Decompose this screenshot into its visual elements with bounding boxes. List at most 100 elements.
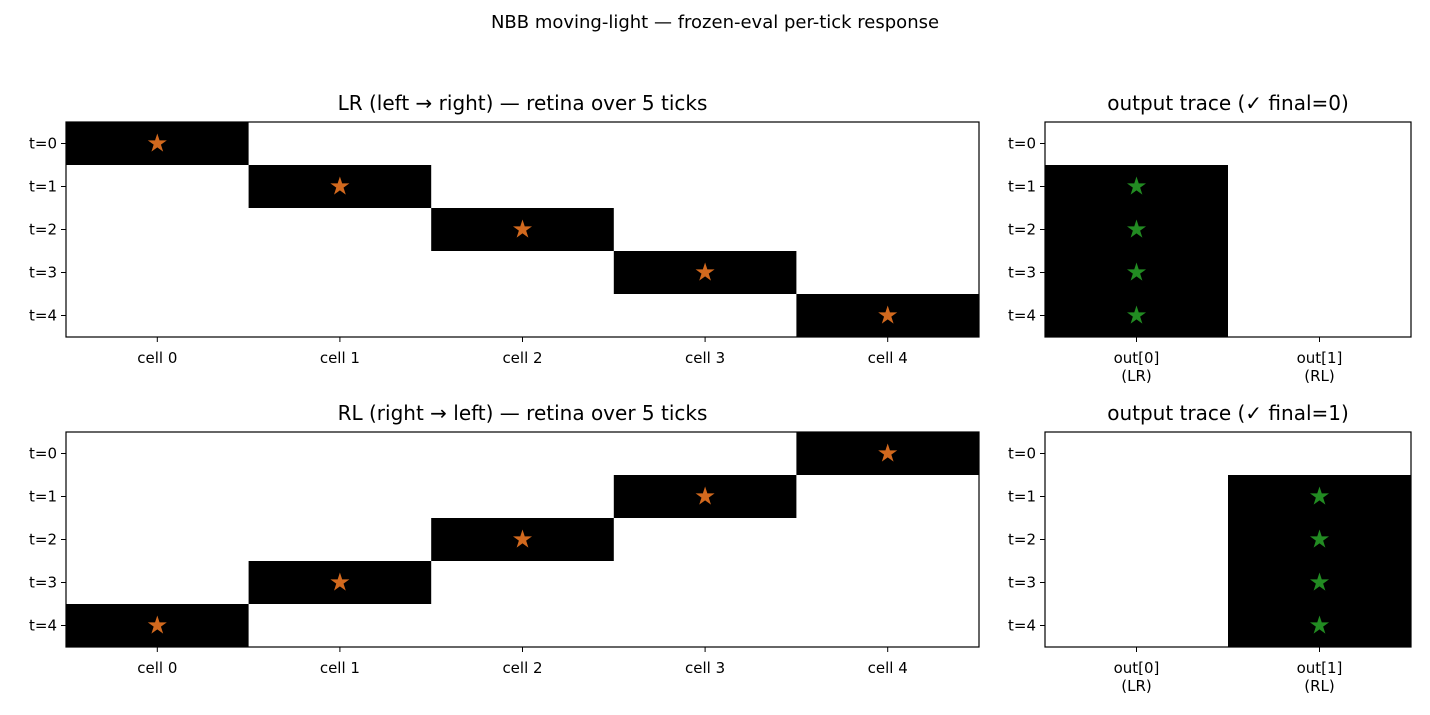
heatmap-cell-off xyxy=(1045,604,1229,648)
y-tick-label: t=2 xyxy=(29,531,57,549)
panel-2: RL (right → left) — retina over 5 ticks t… xyxy=(29,401,980,677)
heatmap-cell-off xyxy=(66,432,250,476)
heatmap-cell-off xyxy=(1045,518,1229,562)
heatmap-cell-off xyxy=(613,294,797,338)
x-tick-label: cell 0 xyxy=(137,659,177,677)
y-tick-label: t=1 xyxy=(29,178,57,196)
x-tick-label: out[0] (LR) xyxy=(1114,659,1160,695)
heatmap-cell-off xyxy=(431,165,615,209)
star-marker xyxy=(878,443,898,462)
y-tick-label: t=2 xyxy=(1008,531,1036,549)
heatmap-cell-off xyxy=(613,561,797,605)
heatmap-cell-off xyxy=(613,518,797,562)
panel-title: LR (left → right) — retina over 5 ticks xyxy=(338,91,708,115)
star-marker xyxy=(1309,529,1330,548)
heatmap-cell-off xyxy=(248,208,432,252)
star-marker xyxy=(147,615,167,634)
y-tick-label: t=2 xyxy=(29,221,57,239)
heatmap-cell-off xyxy=(248,294,432,338)
star-marker xyxy=(1309,615,1330,634)
heatmap-cell-off xyxy=(1228,251,1412,295)
figure-suptitle: NBB moving-light — frozen-eval per-tick … xyxy=(491,12,939,33)
heatmap-cell-off xyxy=(1228,122,1412,166)
star-marker xyxy=(1126,262,1147,281)
star-marker xyxy=(878,305,898,324)
heatmap-cell-off xyxy=(66,294,250,338)
star-marker xyxy=(330,572,350,591)
panel-3: output trace (✓ final=1) t=0 t=1 t=2 t=3 t=4 o… xyxy=(1008,401,1412,695)
panels: LR (left → right) — retina over 5 ticks t… xyxy=(29,91,1412,695)
y-tick-label: t=0 xyxy=(29,445,57,463)
heatmap-cell-off xyxy=(431,251,615,295)
heatmap-cell-off xyxy=(66,561,250,605)
heatmap-cell-off xyxy=(431,294,615,338)
heatmap-cell-off xyxy=(1228,165,1412,209)
heatmap-cell-off xyxy=(613,604,797,648)
heatmap-cell-off xyxy=(796,251,980,295)
heatmap-cell-off xyxy=(248,432,432,476)
star-marker xyxy=(695,486,715,505)
heatmap-cell-off xyxy=(1228,432,1412,476)
heatmap-cell-off xyxy=(66,475,250,519)
heatmap-cell-off xyxy=(66,208,250,252)
x-tick-label: cell 2 xyxy=(502,349,542,367)
heatmap-cell-off xyxy=(796,518,980,562)
heatmap-cell-off xyxy=(613,165,797,209)
y-tick-label: t=4 xyxy=(1008,617,1036,635)
heatmap-cell-off xyxy=(796,561,980,605)
x-tick-label: cell 4 xyxy=(868,349,908,367)
heatmap-cell-off xyxy=(1045,561,1229,605)
y-tick-label: t=0 xyxy=(29,135,57,153)
heatmap-cell-off xyxy=(248,251,432,295)
y-tick-label: t=4 xyxy=(29,307,57,325)
heatmap-cell-off xyxy=(431,475,615,519)
heatmap-cell-off xyxy=(248,604,432,648)
heatmap-cell-off xyxy=(1045,432,1229,476)
heatmap-cell-off xyxy=(431,122,615,166)
y-tick-label: t=3 xyxy=(1008,574,1036,592)
heatmap-cell-off xyxy=(796,165,980,209)
heatmap-cell-off xyxy=(431,561,615,605)
y-tick-label: t=3 xyxy=(29,574,57,592)
panel-title: RL (right → left) — retina over 5 ticks xyxy=(338,401,708,425)
star-marker xyxy=(512,219,533,238)
star-marker xyxy=(147,133,167,152)
panel-1: output trace (✓ final=0) t=0 t=1 t=2 t=3 t=4 o… xyxy=(1008,91,1412,385)
x-tick-label: cell 1 xyxy=(320,659,360,677)
heatmap-cell-off xyxy=(1045,122,1229,166)
y-tick-label: t=4 xyxy=(29,617,57,635)
star-marker xyxy=(1126,219,1147,238)
star-marker xyxy=(695,262,715,281)
x-tick-label: cell 3 xyxy=(685,349,725,367)
y-tick-label: t=1 xyxy=(29,488,57,506)
heatmap-cell-off xyxy=(248,518,432,562)
y-tick-label: t=3 xyxy=(1008,264,1036,282)
y-tick-label: t=1 xyxy=(1008,488,1036,506)
heatmap-cell-off xyxy=(613,122,797,166)
x-tick-label: out[1] (RL) xyxy=(1297,349,1343,385)
star-marker xyxy=(1309,486,1330,505)
heatmap-cell-off xyxy=(1045,475,1229,519)
panel-title: output trace (✓ final=0) xyxy=(1107,91,1349,115)
heatmap-cell-off xyxy=(796,122,980,166)
x-tick-label: cell 0 xyxy=(137,349,177,367)
heatmap-cell-off xyxy=(613,208,797,252)
y-tick-label: t=2 xyxy=(1008,221,1036,239)
heatmap-cell-off xyxy=(796,604,980,648)
heatmap-cell-off xyxy=(1228,208,1412,252)
y-tick-label: t=1 xyxy=(1008,178,1036,196)
panel-title: output trace (✓ final=1) xyxy=(1107,401,1349,425)
heatmap-cell-off xyxy=(431,604,615,648)
star-marker xyxy=(512,529,533,548)
y-tick-label: t=3 xyxy=(29,264,57,282)
x-tick-label: out[1] (RL) xyxy=(1297,659,1343,695)
x-tick-label: cell 4 xyxy=(868,659,908,677)
x-tick-label: cell 3 xyxy=(685,659,725,677)
x-tick-label: cell 2 xyxy=(502,659,542,677)
x-tick-label: out[0] (LR) xyxy=(1114,349,1160,385)
heatmap-cell-off xyxy=(66,518,250,562)
heatmap-cell-off xyxy=(613,432,797,476)
heatmap-cell-off xyxy=(796,475,980,519)
x-tick-label: cell 1 xyxy=(320,349,360,367)
